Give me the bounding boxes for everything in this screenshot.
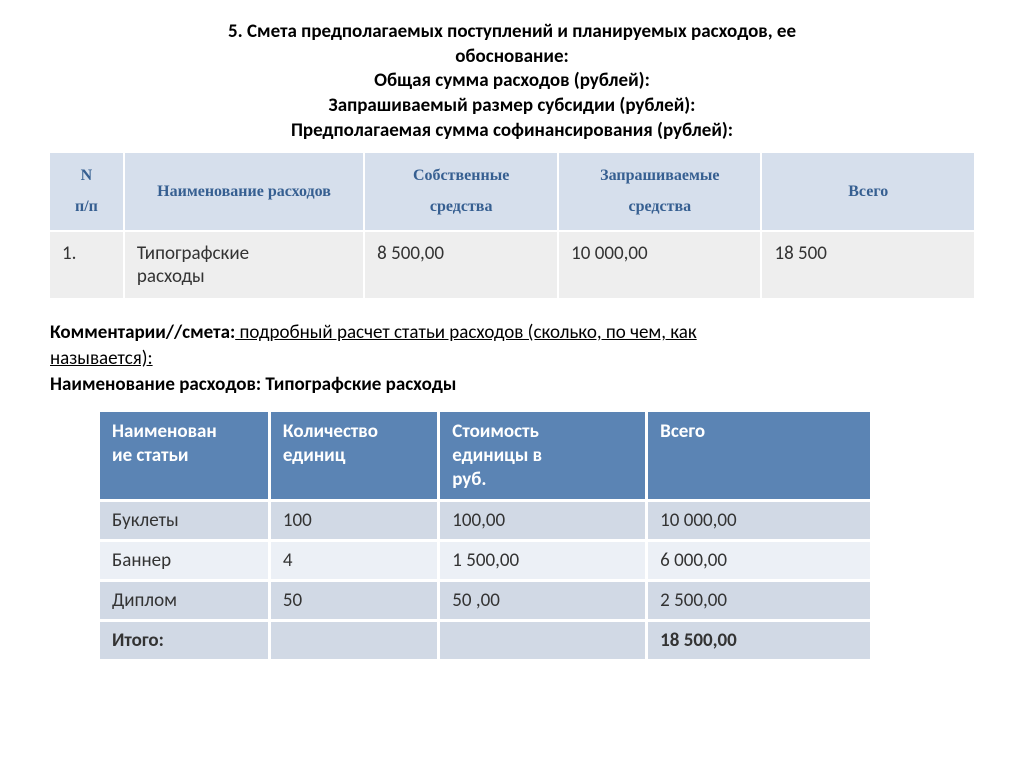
table-row: Буклеты 100 100,00 10 000,00	[100, 501, 870, 541]
cell-total-label: Итого:	[100, 621, 269, 660]
cell-total: 10 000,00	[647, 501, 870, 541]
cell-empty	[269, 621, 438, 660]
cell-own: 8 500,00	[364, 231, 558, 298]
cell-number: 1.	[50, 231, 124, 298]
col-name: Наименование расходов	[124, 153, 364, 231]
heading-line: обоснование:	[50, 45, 974, 70]
col-article-name: Наименование статьи	[100, 412, 269, 501]
cell-total: 18 500	[761, 231, 974, 298]
cell-empty	[439, 621, 647, 660]
cell-price: 50 ,00	[439, 581, 647, 621]
cell-total: 6 000,00	[647, 541, 870, 581]
comment-text: подробный расчет статьи расходов (скольк…	[235, 321, 697, 344]
table-row: Диплом 50 50 ,00 2 500,00	[100, 581, 870, 621]
col-number: Nп/п	[50, 153, 124, 231]
summary-table: Nп/п Наименование расходов Собственныеср…	[50, 153, 974, 298]
cell-qty: 100	[269, 501, 438, 541]
cell-name: Буклеты	[100, 501, 269, 541]
cell-price: 1 500,00	[439, 541, 647, 581]
cell-qty: 4	[269, 541, 438, 581]
comment-block: Комментарии//смета: подробный расчет ста…	[50, 320, 974, 397]
cell-total-value: 18 500,00	[647, 621, 870, 660]
comment-subtitle: Наименование расходов: Типографские расх…	[50, 372, 974, 398]
col-unit-price: Стоимостьединицы вруб.	[439, 412, 647, 501]
table-row: Баннер 4 1 500,00 6 000,00	[100, 541, 870, 581]
cell-total: 2 500,00	[647, 581, 870, 621]
cell-req: 10 000,00	[558, 231, 761, 298]
heading-line: Запрашиваемый размер субсидии (рублей):	[50, 94, 974, 119]
cell-name: Типографскиерасходы	[124, 231, 364, 298]
comment-prefix: Комментарии//смета:	[50, 321, 235, 344]
heading-line: Общая сумма расходов (рублей):	[50, 69, 974, 94]
comment-text: называется):	[50, 347, 153, 370]
document-heading: 5. Смета предполагаемых поступлений и пл…	[50, 20, 974, 143]
col-total: Всего	[647, 412, 870, 501]
heading-line: Предполагаемая сумма софинансирования (р…	[50, 119, 974, 144]
cell-name: Баннер	[100, 541, 269, 581]
table-header-row: Nп/п Наименование расходов Собственныеср…	[50, 153, 974, 231]
col-quantity: Количествоединиц	[269, 412, 438, 501]
table-total-row: Итого: 18 500,00	[100, 621, 870, 660]
table-row: 1. Типографскиерасходы 8 500,00 10 000,0…	[50, 231, 974, 298]
cell-qty: 50	[269, 581, 438, 621]
table-header-row: Наименование статьи Количествоединиц Сто…	[100, 412, 870, 501]
col-requested-funds: Запрашиваемыесредства	[558, 153, 761, 231]
cell-price: 100,00	[439, 501, 647, 541]
col-total: Всего	[761, 153, 974, 231]
col-own-funds: Собственныесредства	[364, 153, 558, 231]
cell-name: Диплом	[100, 581, 269, 621]
detail-table: Наименование статьи Количествоединиц Сто…	[100, 412, 870, 659]
heading-line: 5. Смета предполагаемых поступлений и пл…	[50, 20, 974, 45]
